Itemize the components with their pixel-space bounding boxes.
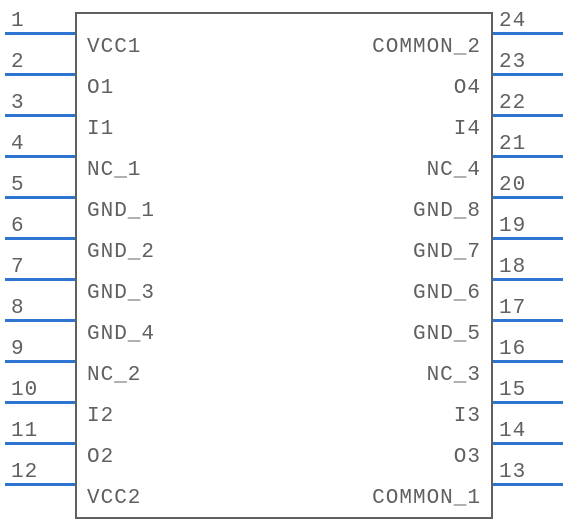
- right-pin-label: GND_5: [413, 323, 481, 346]
- left-pin-label: O2: [87, 446, 114, 469]
- left-pin-label: I1: [87, 118, 114, 141]
- left-pin-number: 7: [11, 256, 25, 279]
- left-pin-label: GND_3: [87, 282, 155, 305]
- right-pin-number: 19: [499, 215, 526, 238]
- right-pin-number: 24: [499, 10, 526, 33]
- right-pin-number: 16: [499, 338, 526, 361]
- left-pin-label: VCC1: [87, 36, 141, 59]
- right-pin-number: 13: [499, 461, 526, 484]
- left-pin-label: I2: [87, 405, 114, 428]
- left-pin-label: GND_2: [87, 241, 155, 264]
- left-pin-number: 4: [11, 133, 25, 156]
- right-pin-label: GND_6: [413, 282, 481, 305]
- right-pin-number: 23: [499, 51, 526, 74]
- right-pin-label: GND_7: [413, 241, 481, 264]
- left-pin-number: 2: [11, 51, 25, 74]
- left-pin-number: 11: [11, 420, 38, 443]
- left-pin-label: GND_4: [87, 323, 155, 346]
- left-pin-number: 3: [11, 92, 25, 115]
- left-pin-number: 8: [11, 297, 25, 320]
- left-pin-label: NC_1: [87, 159, 141, 182]
- right-pin-label: GND_8: [413, 200, 481, 223]
- left-pin-label: O1: [87, 77, 114, 100]
- right-pin-label: COMMON_2: [372, 36, 481, 59]
- right-pin-label: COMMON_1: [372, 487, 481, 510]
- right-pin-number: 15: [499, 379, 526, 402]
- left-pin-number: 9: [11, 338, 25, 361]
- right-pin-number: 22: [499, 92, 526, 115]
- left-pin-number: 6: [11, 215, 25, 238]
- right-pin-number: 17: [499, 297, 526, 320]
- right-pin-label: I4: [454, 118, 481, 141]
- right-pin-number: 18: [499, 256, 526, 279]
- right-pin-number: 20: [499, 174, 526, 197]
- right-pin-label: O3: [454, 446, 481, 469]
- left-pin-number: 12: [11, 461, 38, 484]
- chip-body: [75, 12, 493, 519]
- right-pin-label: I3: [454, 405, 481, 428]
- right-pin-number: 14: [499, 420, 526, 443]
- right-pin-label: NC_4: [427, 159, 481, 182]
- right-pin-number: 21: [499, 133, 526, 156]
- right-pin-label: O4: [454, 77, 481, 100]
- left-pin-number: 10: [11, 379, 38, 402]
- left-pin-label: NC_2: [87, 364, 141, 387]
- left-pin-label: GND_1: [87, 200, 155, 223]
- left-pin-number: 5: [11, 174, 25, 197]
- right-pin-label: NC_3: [427, 364, 481, 387]
- left-pin-label: VCC2: [87, 487, 141, 510]
- left-pin-number: 1: [11, 10, 25, 33]
